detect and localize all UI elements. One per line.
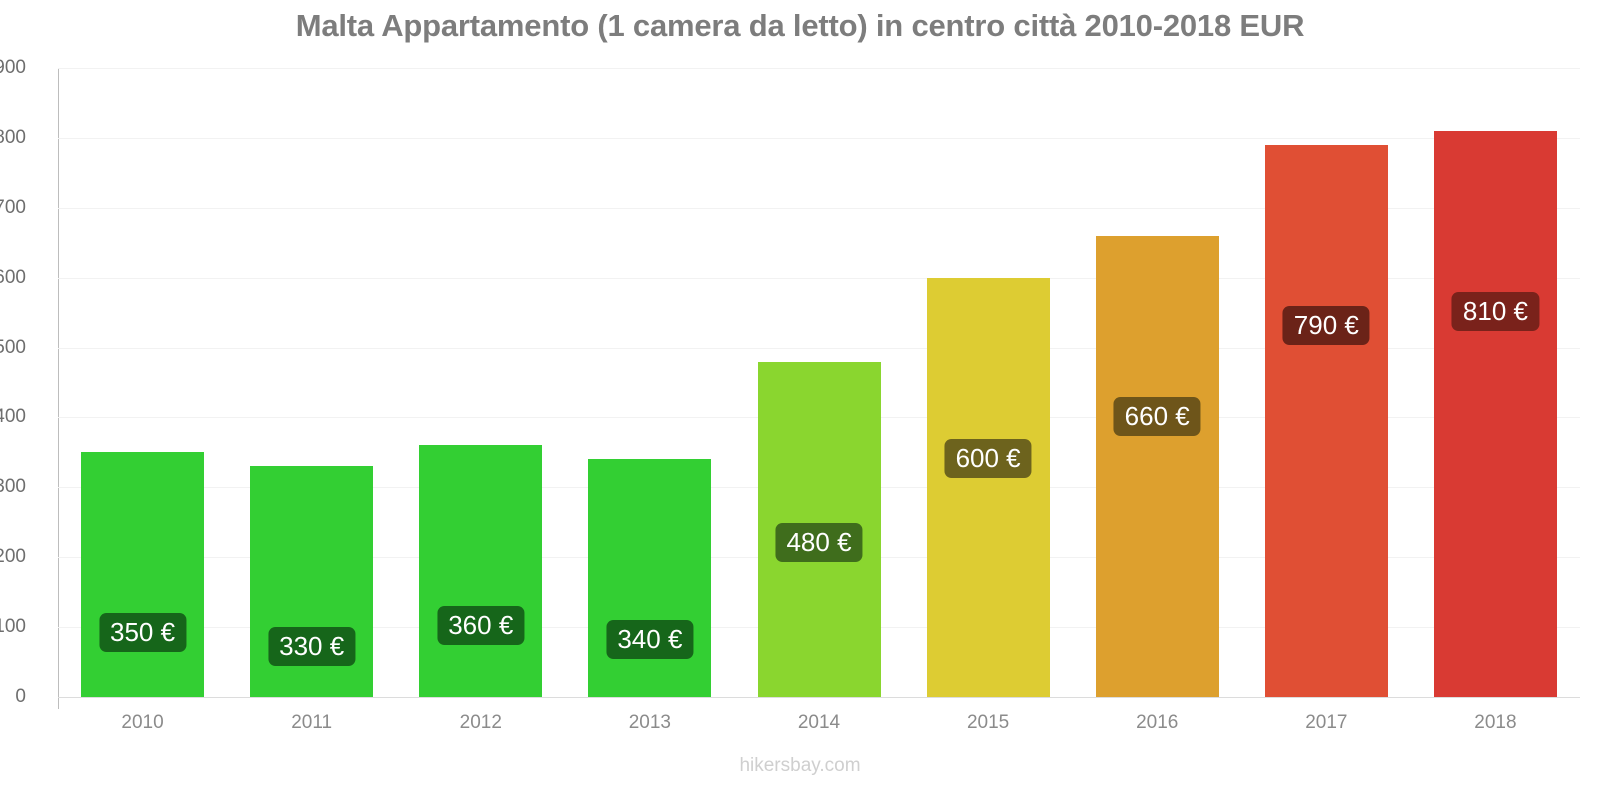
bar[interactable]: 340 €	[588, 459, 712, 697]
chart-title: Malta Appartamento (1 camera da letto) i…	[295, 8, 1305, 43]
bar[interactable]: 600 €	[926, 277, 1050, 697]
gridline	[58, 347, 1580, 349]
x-axis-tick-label: 2016	[1136, 712, 1179, 733]
bar[interactable]: 790 €	[1264, 144, 1388, 697]
bar[interactable]: 350 €	[81, 452, 205, 697]
bar-value-label: 480 €	[775, 522, 863, 562]
x-axis-tick-label: 2015	[966, 712, 1010, 733]
y-axis-tick-label: 600	[0, 266, 26, 288]
bar-value-label: 790 €	[1282, 305, 1370, 345]
gridline	[58, 137, 1580, 139]
y-axis-tick-label: 200	[0, 546, 26, 568]
bar[interactable]: 360 €	[419, 445, 543, 697]
bar-value-label: 330 €	[268, 627, 356, 667]
y-axis-tick-label: 900	[0, 57, 26, 78]
y-axis-tick-label: 100	[0, 616, 26, 638]
y-axis-tick-label: 500	[0, 336, 26, 358]
x-axis-tick-label: 2010	[121, 712, 164, 733]
gridline	[58, 277, 1580, 279]
x-axis-tick-label: 2011	[291, 712, 333, 733]
bar[interactable]: 660 €	[1095, 235, 1219, 697]
bar-value-label: 600 €	[944, 438, 1032, 478]
gridline	[58, 697, 1580, 698]
y-axis-tick-label: 400	[0, 406, 26, 428]
x-axis-tick-label: 2018	[1474, 712, 1517, 733]
x-axis-tick-label: 2013	[628, 712, 672, 733]
plot-area: 0 100 200 300 400 500 600 700 800 900 350 € 330 € 3…	[0, 57, 1580, 707]
bar-value-label: 810 €	[1451, 291, 1539, 331]
gridline	[58, 207, 1580, 209]
y-axis-tick-label: 300	[0, 476, 26, 498]
y-axis-line	[58, 68, 59, 709]
bar-value-label: 340 €	[606, 620, 694, 660]
bar[interactable]: 330 €	[250, 466, 374, 697]
x-axis-tick-label: 2012	[459, 712, 502, 733]
bar-value-label: 660 €	[1113, 396, 1201, 436]
source-watermark: hikersbay.com	[739, 755, 861, 776]
bar-value-label: 350 €	[99, 613, 187, 653]
gridline	[58, 68, 1580, 69]
bar-value-label: 360 €	[437, 606, 525, 646]
bar[interactable]: 480 €	[757, 361, 881, 697]
y-axis-tick-label: 700	[0, 196, 26, 218]
x-axis-tick-label: 2014	[797, 712, 841, 733]
y-axis-tick-label: 800	[0, 126, 26, 148]
y-axis-tick-label: 0	[15, 686, 26, 707]
x-axis-tick-label: 2017	[1305, 712, 1348, 733]
bar[interactable]: 810 €	[1433, 130, 1557, 697]
